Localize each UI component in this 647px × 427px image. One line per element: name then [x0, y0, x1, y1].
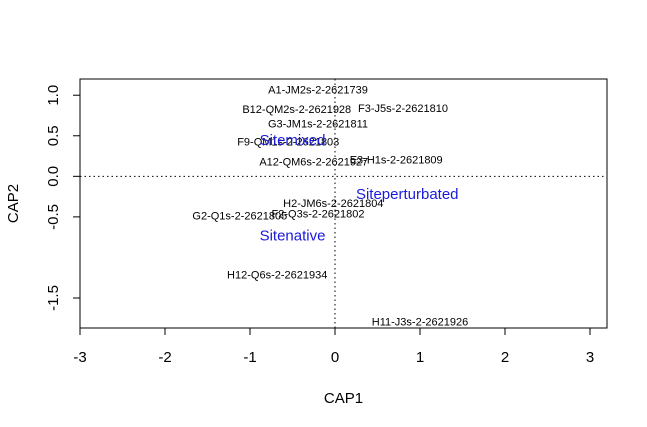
- site-labels: A1-JM2s-2-2621739 B12-QM2s-2-2621928 F3-J5…: [192, 85, 468, 329]
- site-label: G3-JM1s-2-2621811: [268, 119, 368, 131]
- centroid-label: Sitenative: [260, 228, 326, 245]
- y-tick-label: 0.0: [45, 166, 62, 187]
- x-tick-label: 1: [416, 349, 424, 366]
- site-label: F3-J5s-2-2621810: [358, 103, 448, 115]
- reference-lines: [80, 79, 607, 328]
- site-label: A1-JM2s-2-2621739: [268, 85, 368, 97]
- y-axis-label: CAP2: [5, 184, 22, 223]
- y-tick-label: -0.5: [45, 204, 62, 230]
- x-tick-label: 0: [331, 349, 339, 366]
- site-label: E3-H1s-2-2621809: [350, 154, 443, 166]
- site-label: H11-J3s-2-2621926: [372, 317, 468, 329]
- x-axis: -3 -2 -1 0 1 2 3: [73, 327, 594, 366]
- y-tick-label: -1.5: [45, 285, 62, 311]
- site-label: B12-QM2s-2-2621928: [242, 104, 351, 116]
- y-axis: -1.5 -0.5 0.0 0.5 1.0: [45, 85, 81, 311]
- centroid-label: Siteperturbated: [356, 186, 459, 203]
- site-label: H12-Q6s-2-2621934: [227, 269, 327, 281]
- y-tick-label: 0.5: [45, 125, 62, 146]
- x-tick-label: 3: [586, 349, 594, 366]
- y-tick-label: 1.0: [45, 85, 62, 106]
- site-label: A12-QM6s-2-2621927: [259, 157, 368, 169]
- site-label: H2-JM6s-2-2621804: [283, 198, 383, 210]
- site-label: F9-QM1s-2-2621803: [237, 136, 339, 148]
- x-tick-label: -1: [243, 349, 256, 366]
- centroid-label: Sitemixed: [260, 132, 326, 149]
- centroid-labels: Sitemixed Siteperturbated Sitenative: [260, 132, 459, 245]
- site-label: F2-Q3s-2-2621802: [272, 209, 365, 221]
- x-tick-label: -2: [158, 349, 171, 366]
- x-tick-label: -3: [73, 349, 86, 366]
- x-tick-label: 2: [501, 349, 509, 366]
- x-axis-label: CAP1: [324, 390, 363, 407]
- site-label: G2-Q1s-2-2621805: [192, 210, 287, 222]
